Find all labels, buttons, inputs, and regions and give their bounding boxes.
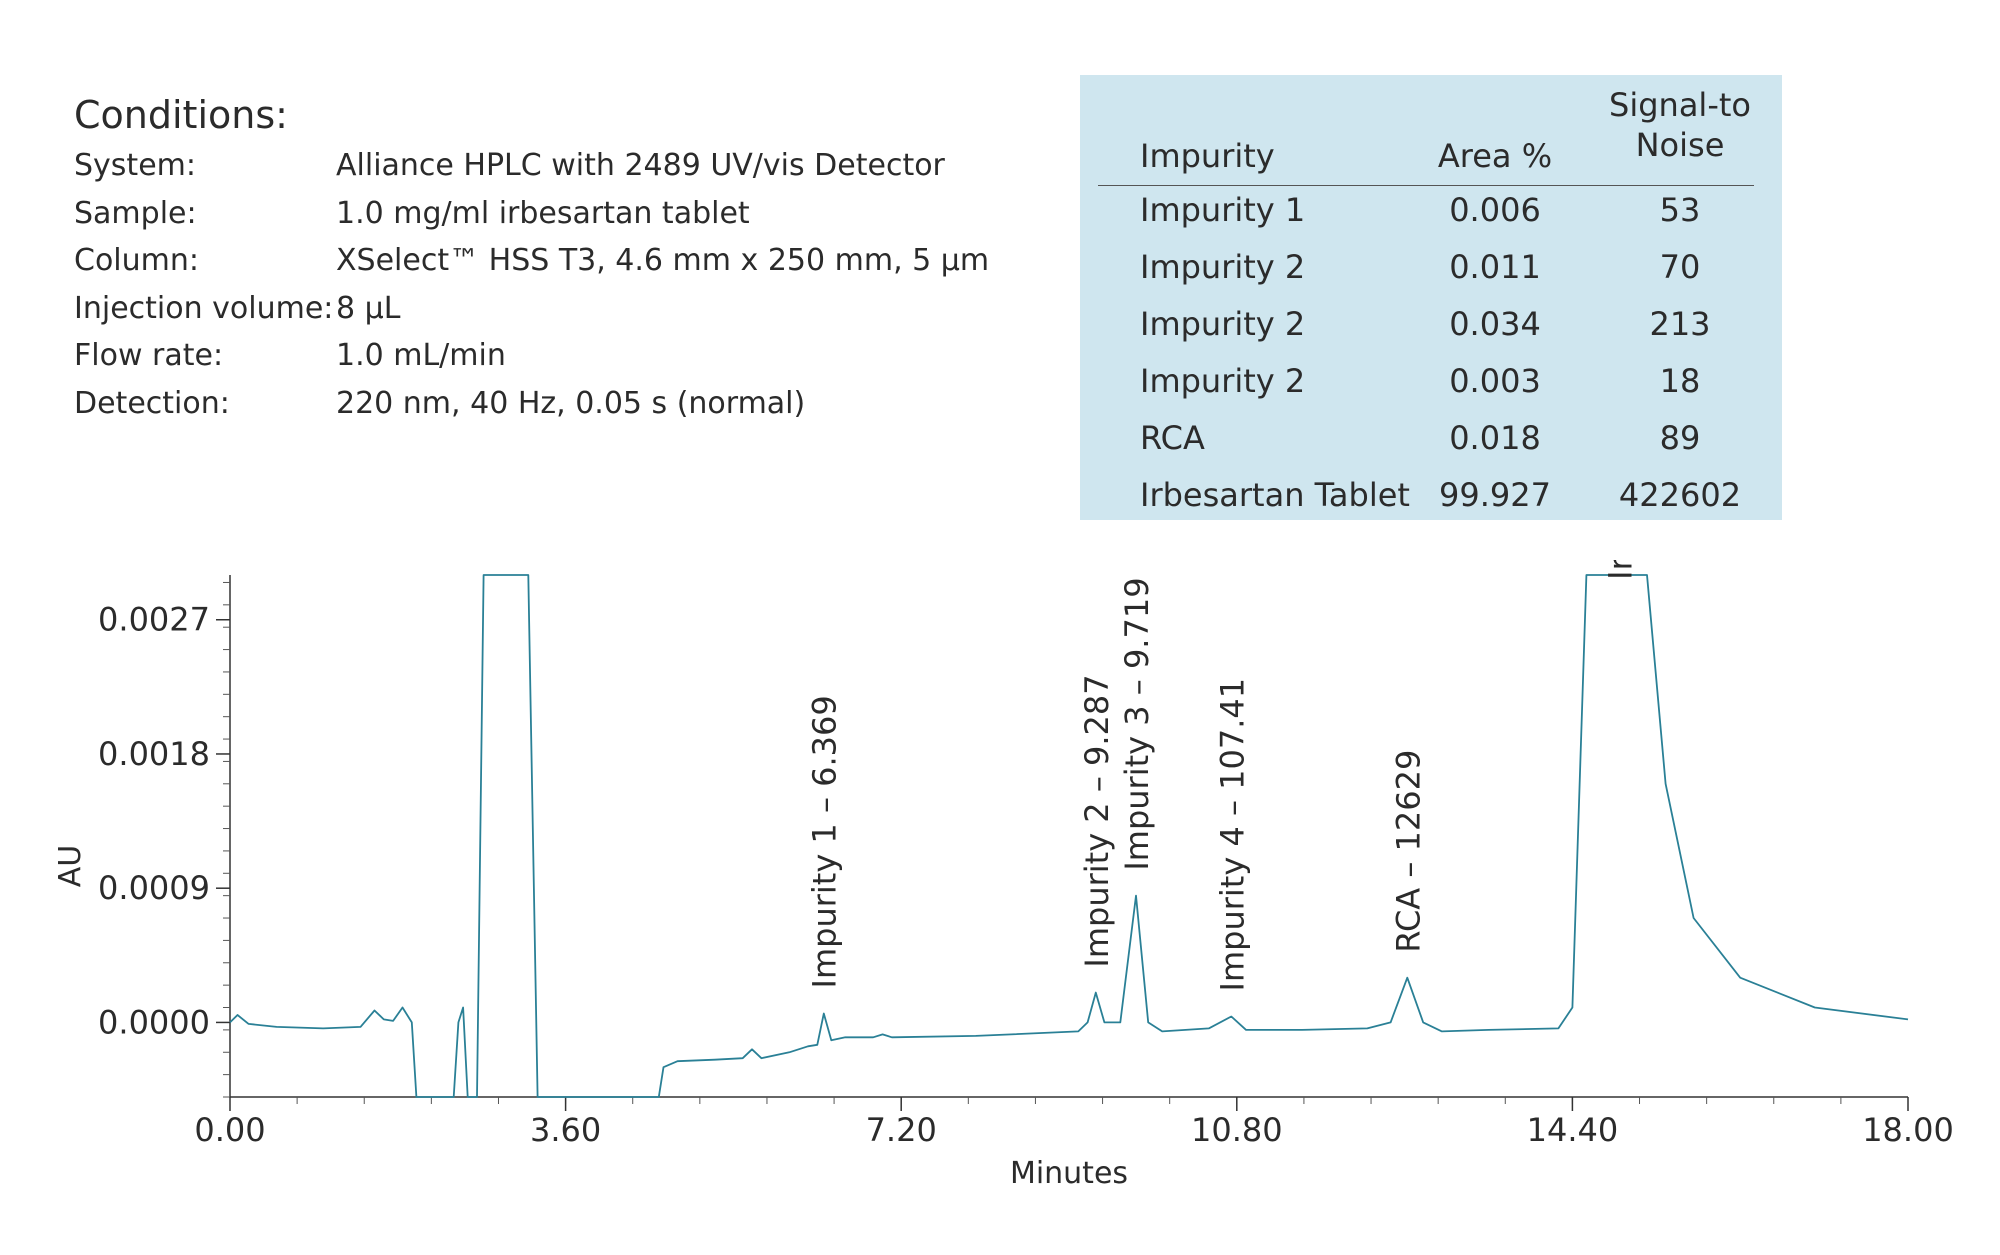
condition-value: 220 nm, 40 Hz, 0.05 s (normal) (336, 385, 806, 421)
y-tick-label: 0.0009 (98, 869, 210, 907)
condition-value: 1.0 mg/ml irbesartan tablet (336, 195, 750, 231)
table-cell-name: Impurity 1 (1140, 191, 1306, 229)
conditions-panel: Conditions: System: Alliance HPLC with 2… (74, 90, 1054, 427)
condition-value: 8 µL (336, 290, 401, 326)
table-cell-name: Impurity 2 (1140, 248, 1306, 286)
y-tick-label: 0.0000 (98, 1003, 210, 1041)
chromatogram-chart: 0.0000 0.0009 0.0018 0.0027 0.00 3.60 7.20 10.… (53, 560, 1954, 1191)
x-tick-label: 10.80 (1191, 1111, 1283, 1149)
header-area-percent: Area % (1437, 137, 1553, 175)
table-cell-area: 0.018 (1449, 419, 1541, 457)
table-cell-area: 0.011 (1449, 248, 1541, 286)
peak-labels: Impurity 1 – 6.369 Impurity 2 – 9.287 Impu… (806, 560, 1640, 991)
table-cell-name: Impurity 2 (1140, 362, 1306, 400)
table-cell-sn: 18 (1659, 362, 1701, 400)
table-cell-area: 0.034 (1449, 305, 1541, 343)
table-cell-name: Irbesartan Tablet (1140, 476, 1410, 514)
condition-label: Sample: (74, 195, 197, 231)
x-tick-label: 3.60 (530, 1111, 601, 1149)
condition-row: Injection volume: 8 µL (74, 285, 1054, 333)
table-cell-sn: 213 (1649, 305, 1711, 343)
table-cell-sn: 70 (1659, 248, 1701, 286)
peak-label: Impurity 1 – 6.369 (806, 695, 844, 988)
condition-label: Column: (74, 243, 199, 278)
condition-label: Injection volume: (74, 290, 334, 326)
x-axis: 0.00 3.60 7.20 10.80 14.40 18.00 (194, 1096, 1954, 1149)
table-cell-area: 0.003 (1449, 362, 1541, 400)
table-cell-sn: 89 (1659, 419, 1701, 457)
y-tick-label: 0.0027 (98, 601, 210, 639)
y-axis: 0.0000 0.0009 0.0018 0.0027 (98, 575, 231, 1098)
peak-label: Impurity 4 – 107.41 (1213, 678, 1251, 992)
table-cell-area: 0.006 (1449, 191, 1541, 229)
table-cell-name: RCA (1140, 419, 1205, 457)
x-axis-label: Minutes (1010, 1156, 1128, 1191)
y-axis-label: AU (53, 845, 88, 887)
table-header-rule (1098, 85, 1754, 186)
table-cell-name: Impurity 2 (1140, 305, 1306, 343)
peak-label: RCA – 12629 (1389, 750, 1427, 953)
x-tick-label: 0.00 (194, 1111, 265, 1149)
table-cell-sn: 422602 (1618, 476, 1742, 514)
condition-value: 1.0 mL/min (336, 338, 506, 373)
chromatogram-trace (229, 574, 1909, 1098)
x-tick-label: 14.40 (1527, 1111, 1619, 1149)
condition-label: Flow rate: (74, 338, 224, 373)
condition-row: Column: XSelect™ HSS T3, 4.6 mm x 250 mm… (74, 237, 1054, 285)
peak-label: Impurity 3 – 9.719 (1118, 577, 1156, 870)
x-tick-label: 18.00 (1862, 1111, 1954, 1149)
x-tick-label: 7.20 (866, 1111, 937, 1149)
condition-value: XSelect™ HSS T3, 4.6 mm x 250 mm, 5 µm (336, 243, 990, 278)
condition-label: Detection: (74, 385, 230, 421)
condition-label: System: (74, 148, 196, 183)
condition-row: Detection: 220 nm, 40 Hz, 0.05 s (normal… (74, 380, 1054, 428)
condition-row: Sample: 1.0 mg/ml irbesartan tablet (74, 190, 1054, 238)
condition-value: Alliance HPLC with 2489 UV/vis Detector (336, 148, 945, 183)
peak-label: Impurity 2 – 9.287 (1078, 674, 1116, 967)
header-impurity: Impurity (1140, 137, 1275, 175)
table-cell-area: 99.927 (1439, 476, 1551, 514)
y-tick-label: 0.0018 (98, 735, 210, 773)
table-cell-sn: 53 (1659, 191, 1701, 229)
condition-row: Flow rate: 1.0 mL/min (74, 332, 1054, 380)
results-table: Impurity Area % Signal-to Noise Impurity… (1080, 75, 1782, 520)
peak-label: Irbesartan Tablet – 14.904 (1601, 560, 1639, 580)
conditions-heading: Conditions: (74, 93, 288, 137)
header-signal-to-noise: Signal-to Noise (1609, 86, 1751, 164)
condition-row: System: Alliance HPLC with 2489 UV/vis D… (74, 142, 1054, 190)
